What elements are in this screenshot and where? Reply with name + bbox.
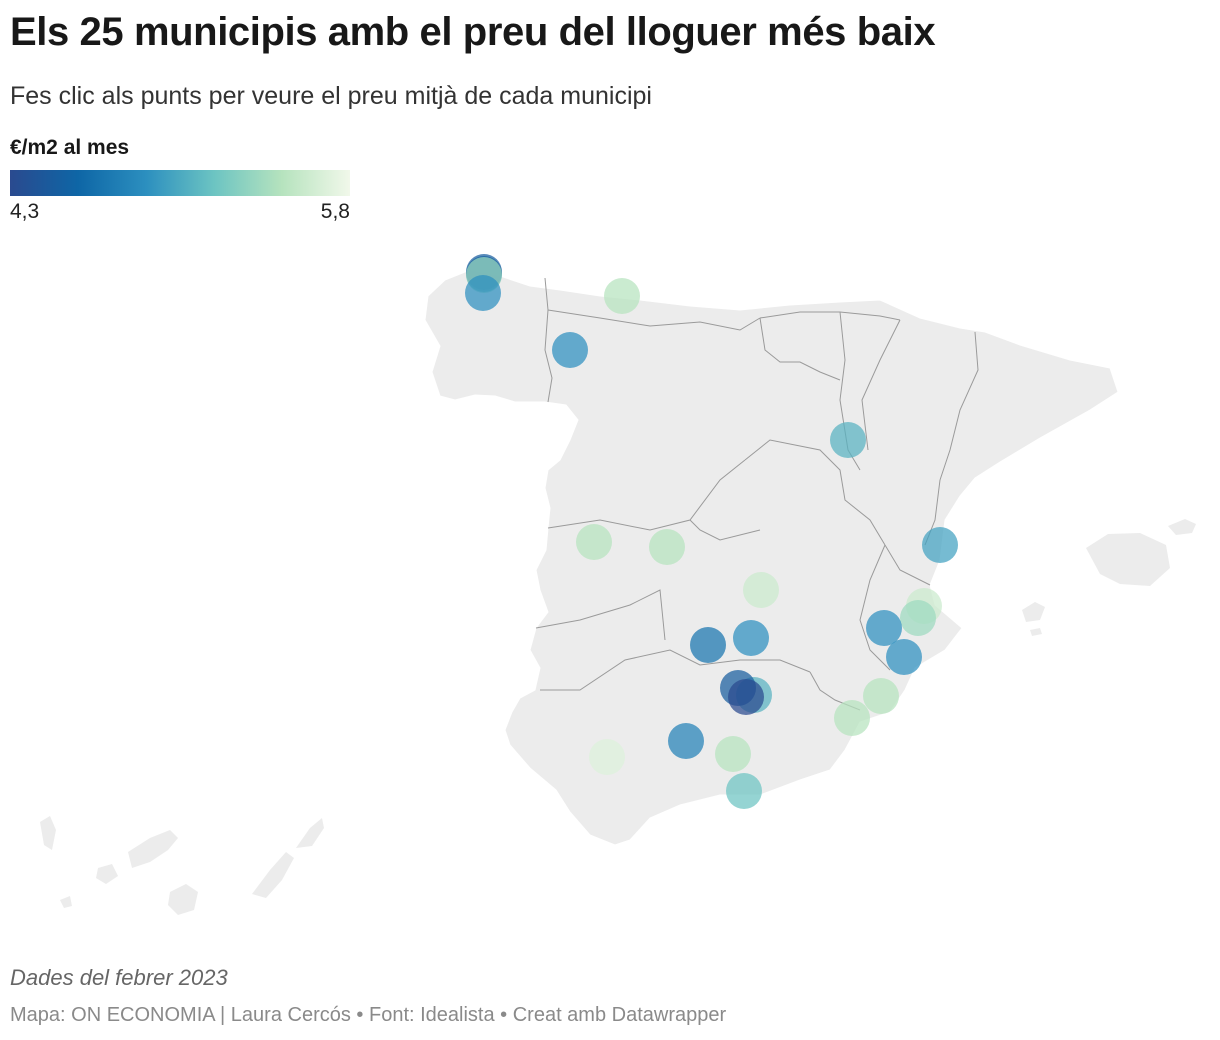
municipality-point[interactable] — [576, 524, 612, 560]
menorca — [1168, 519, 1196, 535]
page-title: Els 25 municipis amb el preu del lloguer… — [10, 10, 936, 54]
region-borders — [535, 277, 979, 711]
municipality-point[interactable] — [668, 723, 704, 759]
lanzarote — [296, 818, 324, 848]
legend-min-label: 4,3 — [10, 200, 40, 223]
page-subtitle: Fes clic als punts per veure el preu mit… — [10, 82, 652, 110]
municipality-point[interactable] — [900, 600, 936, 636]
municipality-point[interactable] — [834, 700, 870, 736]
la-gomera — [96, 864, 118, 884]
legend-title: €/m2 al mes — [10, 136, 130, 159]
tenerife — [128, 830, 178, 868]
municipality-point[interactable] — [604, 278, 640, 314]
municipality-point[interactable] — [728, 679, 764, 715]
el-hierro — [60, 896, 72, 908]
mallorca — [1086, 533, 1170, 586]
municipality-point[interactable] — [726, 773, 762, 809]
fuerteventura — [252, 852, 294, 898]
legend-max-label: 5,8 — [320, 200, 350, 223]
eivissa — [1022, 602, 1045, 622]
municipality-point[interactable] — [715, 736, 751, 772]
land-layer — [40, 269, 1196, 915]
municipality-point[interactable] — [886, 639, 922, 675]
municipality-point[interactable] — [733, 620, 769, 656]
color-legend-bar — [10, 170, 350, 196]
municipality-points[interactable] — [465, 254, 958, 809]
formentera — [1030, 628, 1042, 636]
municipality-point[interactable] — [552, 332, 588, 368]
municipality-point[interactable] — [465, 275, 501, 311]
gran-canaria — [168, 884, 198, 915]
municipality-point[interactable] — [922, 527, 958, 563]
municipality-point[interactable] — [866, 610, 902, 646]
iberian-peninsula — [424, 269, 1119, 846]
municipality-point[interactable] — [649, 529, 685, 565]
la-palma — [40, 816, 56, 850]
municipality-point[interactable] — [690, 627, 726, 663]
municipality-point[interactable] — [863, 678, 899, 714]
municipality-point[interactable] — [830, 422, 866, 458]
spain-map — [40, 254, 1196, 915]
footer-credits: Mapa: ON ECONOMIA | Laura Cercós • Font:… — [10, 1004, 727, 1026]
data-date-note: Dades del febrer 2023 — [10, 965, 228, 990]
municipality-point[interactable] — [589, 739, 625, 775]
municipality-point[interactable] — [743, 572, 779, 608]
